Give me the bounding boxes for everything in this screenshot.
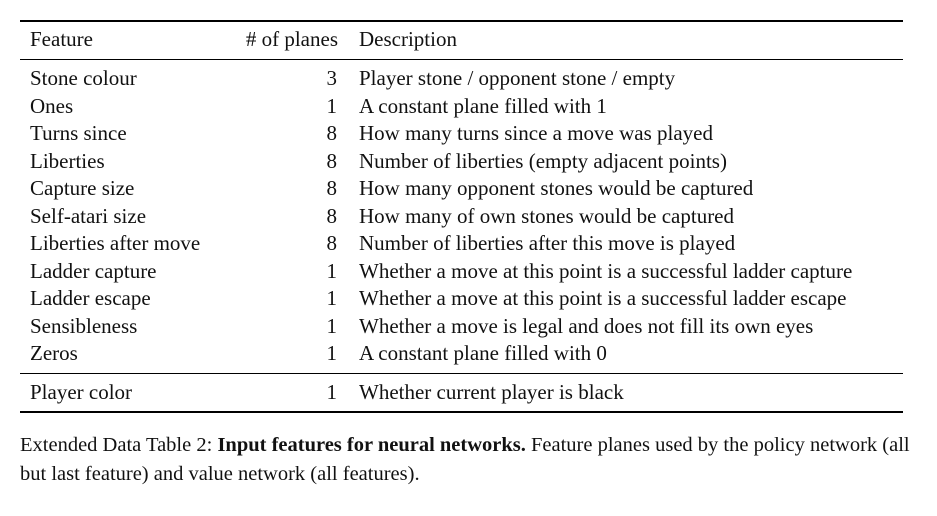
row-feature: Turns since [30,121,127,145]
caption-text: Feature planes used by the policy networ… [20,434,910,485]
row-feature: Ladder escape [30,286,151,310]
table-top-rule [20,20,903,22]
table-row: Ones 1 A constant plane filled with 1 [0,93,937,120]
row-planes: 8 [326,121,338,145]
table-row: Stone colour 3 Player stone / opponent s… [0,65,937,92]
row-feature: Player color [30,380,133,404]
row-planes: 1 [326,341,338,365]
table-row: Ladder capture 1 Whether a move at this … [0,258,937,285]
row-feature: Stone colour [30,66,137,90]
row-feature: Self-atari size [30,203,147,228]
row-planes: 3 [326,66,338,90]
row-description: Whether a move at this point is a succes… [359,258,853,283]
table-row: Sensibleness 1 Whether a move is legal a… [0,313,937,340]
row-description: Whether a move is legal and does not fil… [359,313,814,338]
table-caption: Extended Data Table 2: Input features fo… [20,431,915,489]
table-row: Capture size 8 How many opponent stones … [0,175,937,202]
row-description: A constant plane filled with 1 [359,93,607,118]
row-feature: Capture size [30,176,135,200]
row-feature: Ones [30,93,74,118]
row-description: Whether current player is black [359,380,624,404]
table-row: Liberties after move 8 Number of liberti… [0,230,937,257]
table-bottom-rule [20,411,903,413]
row-planes: 8 [326,203,338,228]
row-planes: 8 [326,231,338,255]
row-feature: Sensibleness [30,313,138,338]
table-row: Turns since 8 How many turns since a mov… [0,120,937,147]
table-row: Zeros 1 A constant plane filled with 0 [0,340,937,367]
row-feature: Zeros [30,341,78,365]
row-feature: Ladder capture [30,258,157,283]
table-header-row: Feature # of planes Description [0,26,937,53]
row-planes: 1 [326,313,338,338]
row-planes: 1 [326,258,338,283]
row-description: Number of liberties (empty adjacent poin… [359,148,727,173]
header-feature: Feature [30,27,93,51]
row-feature: Liberties after move [30,231,201,255]
row-feature: Liberties [30,148,105,173]
row-description: How many turns since a move was played [359,121,713,145]
table-row-last: Player color 1 Whether current player is… [0,379,937,406]
row-description: Player stone / opponent stone / empty [359,66,676,90]
row-description: How many opponent stones would be captur… [359,176,754,200]
row-planes: 8 [326,148,338,173]
table-header-rule [20,59,903,60]
table-row: Ladder escape 1 Whether a move at this p… [0,285,937,312]
row-planes: 1 [326,93,338,118]
row-description: A constant plane filled with 0 [359,341,607,365]
caption-title: Input features for neural networks. [217,434,526,456]
table-row: Self-atari size 8 How many of own stones… [0,203,937,230]
row-planes: 8 [326,176,338,200]
caption-prefix: Extended Data Table 2: [20,434,218,456]
table-row: Liberties 8 Number of liberties (empty a… [0,148,937,175]
table-section-rule [20,373,903,374]
row-description: Whether a move at this point is a succes… [359,286,847,310]
header-planes: # of planes [245,27,338,51]
header-description: Description [359,27,457,51]
row-description: Number of liberties after this move is p… [359,231,736,255]
row-planes: 1 [326,286,338,310]
row-description: How many of own stones would be captured [359,203,735,228]
row-planes: 1 [326,380,338,404]
